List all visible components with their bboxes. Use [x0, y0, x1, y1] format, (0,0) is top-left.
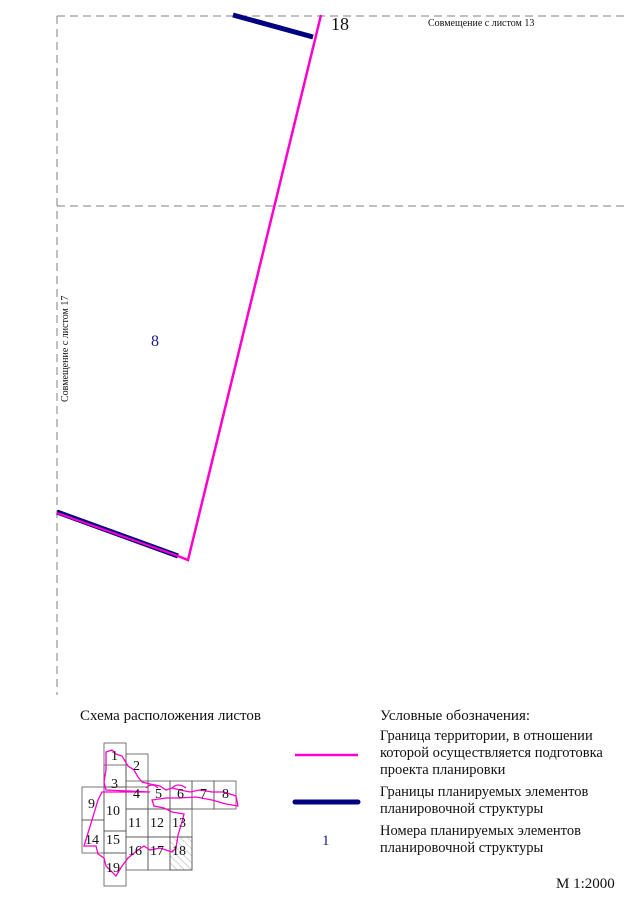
sheet-number: 18 [172, 844, 186, 859]
legend-item-territory-boundary: Граница территории, в отношении которой … [380, 728, 603, 779]
legend-item-element-numbers: Номера планируемых элементов планировочн… [380, 823, 581, 857]
sheet-number: 2 [133, 759, 140, 774]
sheet-number: 3 [111, 777, 118, 792]
sheet-number: 11 [128, 816, 142, 831]
planning-element-boundary [56, 12, 314, 559]
sheet-number: 17 [150, 844, 164, 859]
legend-text-line: проекта планировки [380, 762, 506, 778]
legend-text-line: Границы планируемых элементов [380, 784, 589, 800]
legend-text-line: планировочной структуры [380, 840, 544, 856]
sheet-number: 10 [106, 804, 120, 819]
sheet-number: 14 [85, 833, 99, 848]
magenta-boundary-main [177, 14, 323, 562]
legend-text-line: которой осуществляется подготовка [380, 745, 603, 761]
sheet-number: 15 [106, 833, 120, 848]
index-map-territory-outline [83, 749, 239, 878]
sheet-number: 6 [177, 787, 184, 802]
sheet-number: 5 [155, 787, 162, 802]
map-scale: М 1:2000 [556, 876, 615, 892]
sheet-number: 19 [106, 861, 120, 876]
legend-text-line: Номера планируемых элементов [380, 823, 581, 839]
sheet-number: 13 [172, 816, 186, 831]
index-map-territory-islands [145, 784, 187, 789]
sheet-number: 16 [128, 844, 142, 859]
sheet-number: 9 [88, 797, 95, 812]
index-map-title: Схема расположения листов [80, 708, 261, 724]
legend-text-line: планировочной структуры [380, 801, 544, 817]
legend-text-line: Граница территории, в отношении [380, 728, 593, 744]
sheet-number: 7 [200, 787, 207, 802]
sheet-grid-lines [56, 15, 625, 695]
legend-title: Условные обозначения: [380, 708, 531, 724]
current-sheet-hatch [169, 836, 193, 871]
magenta-boundary-bottom-overlay [56, 512, 179, 557]
sheet-number: 4 [133, 787, 140, 802]
legend-item-planning-boundary: Границы планируемых элементов планировоч… [380, 784, 588, 818]
sheet-number: 8 [222, 787, 229, 802]
navy-boundary-top [232, 12, 314, 40]
left-alignment-label: Совмещение с листом 17 [60, 295, 71, 402]
top-alignment-label: Совмещение с листом 13 [428, 18, 535, 29]
territory-boundary [56, 14, 323, 562]
neighbor-sheet-number: 18 [331, 14, 349, 34]
sheet-number: 12 [150, 816, 164, 831]
legend-number-symbol: 1 [322, 833, 330, 849]
sheet-number: 1 [111, 749, 118, 764]
planned-element-number: 8 [151, 333, 159, 350]
